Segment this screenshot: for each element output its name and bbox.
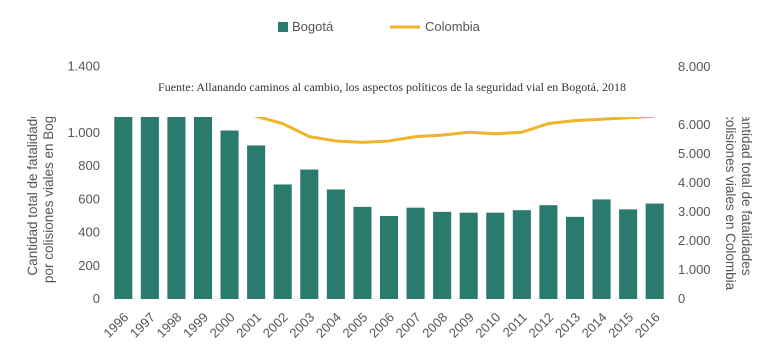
bar-2001 <box>247 145 266 299</box>
colombia-line <box>253 117 655 144</box>
x-tick-label: 2011 <box>500 310 530 340</box>
left-tick-label: 600 <box>78 191 100 206</box>
right-axis-title-line2: por colisiones viales en Colombia <box>723 90 738 291</box>
bar-2002 <box>273 184 292 299</box>
right-tick-label: 4.000 <box>678 175 711 190</box>
legend-swatch-bogota <box>278 22 288 32</box>
bar-2003 <box>300 169 319 299</box>
x-tick-label: 2013 <box>552 310 583 341</box>
bar-2007 <box>406 207 425 299</box>
source-band <box>15 74 769 117</box>
left-axis-title-line2: por colisiones viales en Bogotá <box>41 96 56 283</box>
x-axis-ticks: 1996199719981999200020012002200320042005… <box>100 310 662 341</box>
right-tick-label: 3.000 <box>678 204 711 219</box>
legend: Bogotá Colombia <box>278 19 481 34</box>
source-note: Fuente: Allanando caminos al cambio, los… <box>158 80 626 94</box>
bar-2013 <box>565 216 585 299</box>
x-tick-label: 2005 <box>339 310 370 341</box>
left-tick-label: 0 <box>93 291 100 306</box>
bar-2012 <box>539 205 558 299</box>
x-tick-label: 2016 <box>632 310 663 341</box>
left-tick-label: 400 <box>78 225 100 240</box>
bar-2015 <box>619 209 638 299</box>
x-tick-label: 2014 <box>579 310 610 341</box>
legend-label-bogota: Bogotá <box>292 19 334 34</box>
bar-2005 <box>353 206 372 299</box>
bar-1998 <box>167 100 186 299</box>
right-tick-label: 0 <box>678 291 685 306</box>
x-tick-label: 2015 <box>605 310 636 341</box>
bar-1996 <box>114 100 133 299</box>
x-tick-label: 2001 <box>233 310 264 341</box>
x-tick-label: 1996 <box>100 310 131 341</box>
x-tick-label: 2006 <box>366 310 397 341</box>
left-tick-label: 1.400 <box>67 59 100 74</box>
x-tick-label: 2012 <box>525 310 556 341</box>
left-axis-title-line1: Cantidad total de fatalidades <box>25 104 40 275</box>
bar-2011 <box>512 210 531 299</box>
bar-2006 <box>379 216 399 299</box>
right-tick-label: 1.000 <box>678 262 711 277</box>
bar-2016 <box>645 203 664 299</box>
x-tick-label: 2000 <box>207 310 238 341</box>
bar-1997 <box>140 100 159 299</box>
colombia-line-layer <box>253 117 655 144</box>
right-tick-label: 6.000 <box>678 117 711 132</box>
bar-2009 <box>459 212 478 299</box>
left-tick-label: 800 <box>78 158 100 173</box>
x-tick-label: 2009 <box>446 310 477 341</box>
left-tick-label: 1.000 <box>67 125 100 140</box>
bar-2000 <box>220 130 239 299</box>
left-tick-label: 200 <box>78 258 100 273</box>
bar-2014 <box>592 199 611 299</box>
x-tick-label: 1997 <box>127 310 158 341</box>
right-tick-label: 5.000 <box>678 146 711 161</box>
x-tick-label: 2004 <box>313 310 344 341</box>
bogota-bars <box>114 100 664 300</box>
bar-2008 <box>433 211 452 299</box>
legend-label-colombia: Colombia <box>425 19 481 34</box>
right-tick-label: 2.000 <box>678 233 711 248</box>
bar-2010 <box>486 212 505 299</box>
x-tick-label: 2002 <box>260 310 291 341</box>
x-tick-label: 1999 <box>180 310 211 341</box>
right-axis-title-line1: Cantidad total de fatalidades <box>739 104 754 275</box>
x-tick-label: 1998 <box>153 310 184 341</box>
x-tick-label: 2003 <box>286 310 317 341</box>
left-axis-title: Cantidad total de fatalidades por colisio… <box>25 96 56 283</box>
right-tick-label: 8.000 <box>678 59 711 74</box>
x-tick-label: 2007 <box>393 310 424 341</box>
bar-1999 <box>193 116 213 300</box>
bar-2004 <box>326 189 345 299</box>
x-tick-label: 2008 <box>419 310 450 341</box>
x-tick-label: 2010 <box>472 310 503 341</box>
